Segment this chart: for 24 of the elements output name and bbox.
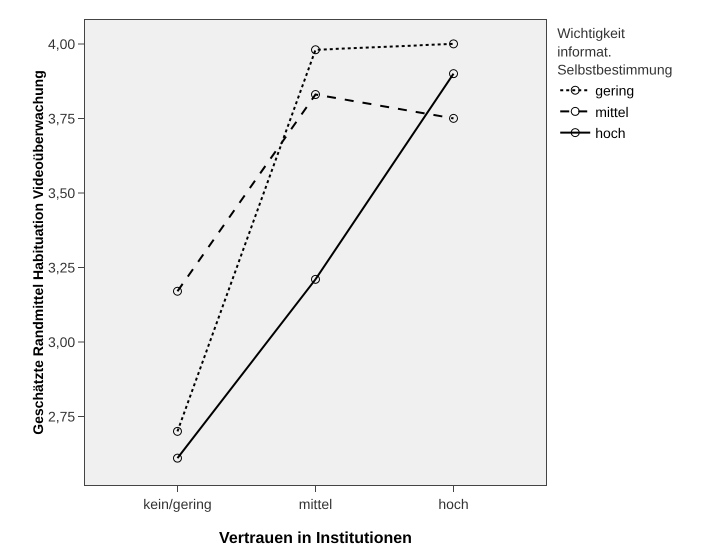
legend-title: Wichtigkeit informat. Selbstbestimmung [557, 25, 672, 78]
y-axis-title: Geschätzte Randmittel Habituation Videoüberwachung [30, 70, 46, 435]
point [311, 274, 320, 284]
point [449, 39, 458, 48]
point [449, 69, 458, 78]
x-axis-title: Vertrauen in Institutionen [219, 530, 412, 547]
y-tick-label: 3,00 [48, 334, 76, 350]
y-tick-label: 3,75 [48, 110, 76, 126]
y-tick-label: 4,00 [48, 36, 76, 52]
point [311, 45, 320, 54]
point [172, 426, 182, 436]
x-tick-label: hoch [438, 496, 469, 512]
x-tick-label: kein/gering [143, 496, 212, 512]
point [172, 286, 182, 296]
y-tick-label: 2,75 [48, 408, 76, 424]
y-tick-label: 3,25 [48, 259, 76, 276]
legend-label: mittel [595, 104, 629, 120]
point [172, 454, 182, 463]
legend-label: hoch [595, 125, 626, 142]
y-tick-label: 3,50 [48, 184, 76, 201]
legend-label: gering [595, 82, 634, 99]
x-tick-label: mittel [298, 496, 332, 512]
point [449, 114, 458, 123]
point [311, 90, 320, 100]
